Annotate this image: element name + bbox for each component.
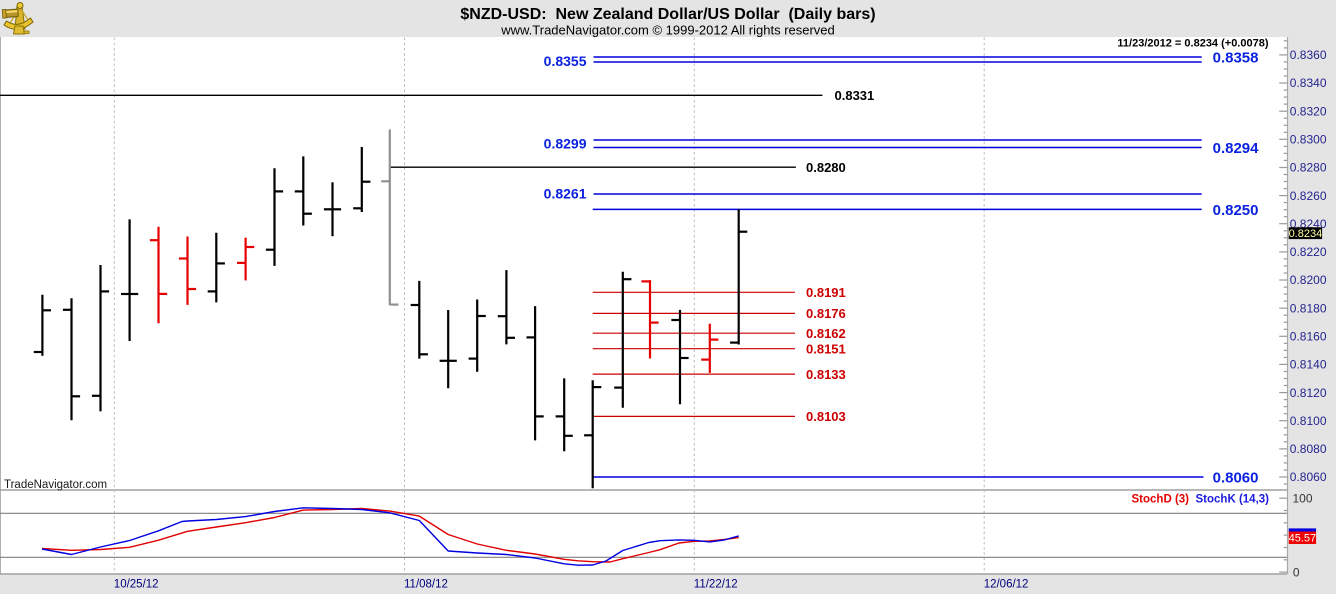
svg-text:0.8162: 0.8162 <box>806 326 846 341</box>
svg-text:0.8191: 0.8191 <box>806 285 846 300</box>
svg-text:0.8260: 0.8260 <box>1290 189 1327 203</box>
svg-text:www.TradeNavigator.com © 1999-: www.TradeNavigator.com © 1999-2012 All r… <box>500 23 835 38</box>
svg-text:0.8151: 0.8151 <box>806 341 846 356</box>
svg-text:0.8300: 0.8300 <box>1290 133 1327 147</box>
svg-text:0.8234: 0.8234 <box>1289 228 1323 240</box>
svg-text:0.8060: 0.8060 <box>1213 470 1259 487</box>
svg-text:0.8280: 0.8280 <box>806 160 846 175</box>
svg-text:11/22/12: 11/22/12 <box>694 579 738 591</box>
svg-text:0.8176: 0.8176 <box>806 306 846 321</box>
svg-text:0.8340: 0.8340 <box>1290 76 1327 90</box>
svg-text:0.8103: 0.8103 <box>806 409 846 424</box>
svg-text:0.8320: 0.8320 <box>1290 104 1327 118</box>
svg-text:0.8331: 0.8331 <box>835 88 875 103</box>
svg-text:0.8261: 0.8261 <box>544 186 587 202</box>
svg-text:0.8133: 0.8133 <box>806 367 846 382</box>
svg-text:100: 100 <box>1292 492 1312 506</box>
svg-text:10/25/12: 10/25/12 <box>114 579 159 591</box>
svg-text:0.8160: 0.8160 <box>1290 330 1327 344</box>
svg-text:0.8280: 0.8280 <box>1290 161 1327 175</box>
svg-text:0.8294: 0.8294 <box>1213 140 1260 157</box>
svg-text:0.8080: 0.8080 <box>1290 442 1327 456</box>
svg-text:11/08/12: 11/08/12 <box>404 579 448 591</box>
svg-text:0.8355: 0.8355 <box>544 53 587 69</box>
svg-text:0.8060: 0.8060 <box>1290 470 1327 484</box>
svg-text:0.8358: 0.8358 <box>1213 50 1259 67</box>
svg-text:TradeNavigator.com: TradeNavigator.com <box>4 479 107 491</box>
svg-text:$NZD-USD: New Zealand Dollar/: $NZD-USD: New Zealand Dollar/US Dollar (… <box>460 6 875 23</box>
svg-text:0.8250: 0.8250 <box>1213 202 1259 219</box>
svg-text:0.8360: 0.8360 <box>1290 48 1327 62</box>
svg-text:StochD (3): StochD (3) <box>1132 493 1190 505</box>
svg-text:45.57: 45.57 <box>1289 533 1317 545</box>
svg-text:12/06/12: 12/06/12 <box>984 579 1029 591</box>
svg-text:StochK (14,3): StochK (14,3) <box>1196 493 1270 505</box>
svg-text:0.8100: 0.8100 <box>1290 414 1327 428</box>
svg-text:0.8140: 0.8140 <box>1290 358 1327 372</box>
svg-text:11/23/2012 = 0.8234 (+0.0078): 11/23/2012 = 0.8234 (+0.0078) <box>1117 38 1268 50</box>
svg-text:0.8180: 0.8180 <box>1290 301 1327 315</box>
svg-text:0.8200: 0.8200 <box>1290 273 1327 287</box>
svg-text:0.8299: 0.8299 <box>544 136 587 152</box>
svg-text:0.8120: 0.8120 <box>1290 386 1327 400</box>
svg-text:0: 0 <box>1293 565 1300 579</box>
svg-text:0.8220: 0.8220 <box>1290 245 1327 259</box>
